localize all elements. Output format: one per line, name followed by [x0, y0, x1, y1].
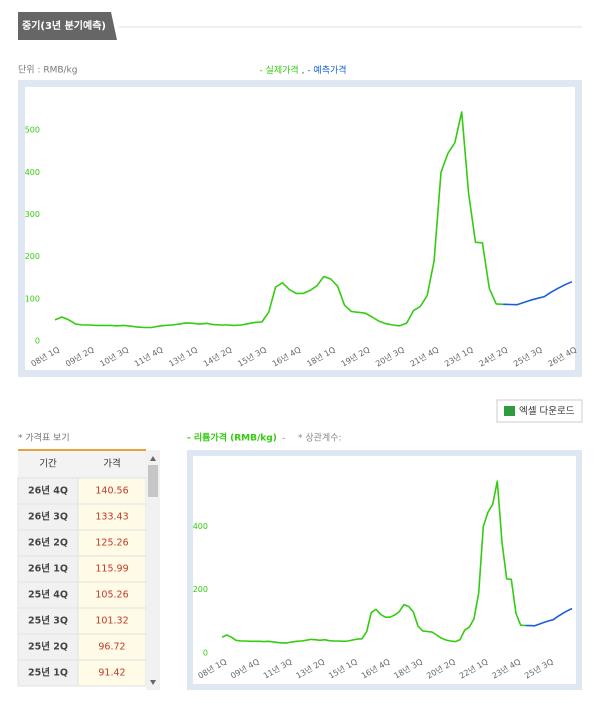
series-line	[503, 280, 573, 306]
chart-plot	[193, 456, 576, 684]
scroll-thumb[interactable]	[148, 465, 158, 497]
row-label: 25년 3Q	[28, 615, 68, 627]
legend-entry: - 예측가격	[307, 64, 346, 76]
row-value-cell	[77, 555, 147, 583]
y-tick-label: 500	[25, 126, 40, 135]
y-tick-label: 200	[193, 585, 208, 594]
legend-separator: ,	[302, 66, 305, 76]
y-tick-label: 300	[25, 210, 40, 219]
row-value: 96.72	[98, 642, 125, 653]
row-label: 25년 1Q	[28, 667, 68, 679]
legend: - 실제가격 , - 예측가격	[259, 64, 346, 76]
row-value: 101.32	[95, 616, 128, 627]
unit-label: 단위 : RMB/kg	[18, 65, 77, 76]
row-label: 25년 4Q	[28, 589, 68, 601]
excel-button-label[interactable]: 엑셀 다운로드	[519, 405, 575, 417]
y-tick-label: 0	[203, 649, 208, 658]
excel-button[interactable]	[496, 399, 583, 423]
row-value: 133.43	[95, 512, 128, 523]
row-label-cell	[17, 659, 79, 687]
row-value: 125.26	[95, 538, 128, 549]
y-tick-label: 400	[193, 522, 208, 531]
series-line	[221, 480, 526, 644]
row-value: 115.99	[95, 564, 128, 575]
y-tick-label: 0	[35, 337, 40, 346]
legend-entry: - 리튬가격 (RMB/kg)	[187, 432, 277, 444]
row-value: 91.42	[98, 668, 125, 679]
scrollbar[interactable]	[146, 450, 160, 690]
legend-entry: - 실제가격	[259, 64, 298, 76]
table-body: 26년 4Q 140.56 26년 3Q 133.43 26년 2Q 125.26 26년 …	[17, 477, 147, 687]
series-line	[525, 607, 573, 627]
scroll-up[interactable]	[150, 456, 156, 461]
row-value-cell	[77, 659, 147, 687]
table-title: * 가격표 보기	[18, 432, 70, 444]
column-header: 기간	[39, 459, 57, 470]
scroll-down[interactable]	[150, 680, 156, 685]
table-header	[18, 450, 146, 478]
row-value-cell	[77, 607, 147, 635]
row-label-cell	[17, 555, 79, 583]
row-label: 25년 2Q	[28, 641, 68, 653]
annotation: -	[282, 434, 285, 444]
excel-icon	[504, 406, 515, 416]
row-label-cell	[17, 581, 79, 609]
tab[interactable]	[18, 12, 117, 40]
row-label: 26년 4Q	[28, 485, 68, 497]
row-label-cell	[17, 607, 79, 635]
y-tick-label: 100	[25, 294, 40, 303]
chart-plot	[25, 87, 575, 370]
column-header: 가격	[103, 458, 120, 470]
row-value: 105.26	[95, 590, 128, 601]
annotation: * 상관계수:	[298, 432, 342, 444]
series-line	[54, 111, 504, 329]
y-tick-label: 400	[25, 168, 40, 177]
y-tick-label: 200	[25, 252, 40, 261]
tab-title[interactable]: 중기(3년 분기예측)	[22, 19, 106, 32]
row-value: 140.56	[95, 486, 128, 497]
row-label: 26년 1Q	[28, 563, 68, 575]
row-label: 26년 2Q	[28, 537, 68, 549]
row-label: 26년 3Q	[28, 511, 68, 523]
row-label-cell	[17, 633, 79, 661]
